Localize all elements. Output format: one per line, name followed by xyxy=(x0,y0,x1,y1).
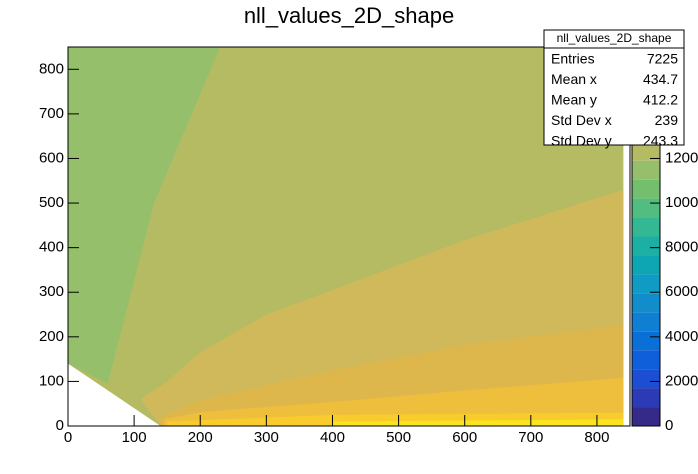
x-tick-label: 300 xyxy=(254,429,279,446)
z-tick-label: 4000 xyxy=(665,328,698,345)
x-tick-label: 600 xyxy=(452,429,477,446)
x-tick-label: 0 xyxy=(64,429,72,446)
palette-band xyxy=(632,293,660,313)
palette-band xyxy=(632,331,660,351)
palette-band xyxy=(632,160,660,180)
palette-band xyxy=(632,236,660,256)
z-tick-label: 0 xyxy=(665,417,673,434)
y-tick-label: 600 xyxy=(39,149,64,166)
z-tick-label: 8000 xyxy=(665,239,698,256)
palette-band xyxy=(632,255,660,275)
palette-band xyxy=(632,141,660,161)
palette-band xyxy=(632,388,660,408)
y-tick-label: 200 xyxy=(39,328,64,345)
z-tick-label: 12000 xyxy=(665,149,698,166)
stats-value: 239 xyxy=(655,112,679,128)
stats-label: Std Dev y xyxy=(551,133,612,149)
z-tick-label: 6000 xyxy=(665,283,698,300)
stats-label: Entries xyxy=(551,51,595,67)
heat-region xyxy=(68,47,221,384)
stats-value: 7225 xyxy=(647,51,678,67)
heat-region xyxy=(332,419,624,426)
y-tick-label: 500 xyxy=(39,194,64,211)
palette-band xyxy=(632,350,660,370)
palette-band xyxy=(632,369,660,389)
stats-value: 243.3 xyxy=(643,133,678,149)
x-tick-label: 400 xyxy=(320,429,345,446)
stats-label: Mean x xyxy=(551,71,597,87)
x-tick-label: 200 xyxy=(188,429,213,446)
palette-band xyxy=(632,198,660,218)
y-tick-label: 800 xyxy=(39,60,64,77)
x-tick-label: 800 xyxy=(584,429,609,446)
z-tick-label: 10000 xyxy=(665,194,698,211)
y-tick-label: 400 xyxy=(39,239,64,256)
palette-band xyxy=(632,179,660,199)
y-tick-label: 700 xyxy=(39,105,64,122)
stats-value: 434.7 xyxy=(643,71,678,87)
stats-label: Mean y xyxy=(551,92,597,108)
y-tick-label: 100 xyxy=(39,372,64,389)
chart-title: nll_values_2D_shape xyxy=(244,3,454,28)
x-tick-label: 700 xyxy=(518,429,543,446)
stats-label: Std Dev x xyxy=(551,112,612,128)
palette-band xyxy=(632,217,660,237)
palette-band xyxy=(632,274,660,294)
palette-band xyxy=(632,312,660,332)
plot-frame xyxy=(67,46,631,427)
stats-title: nll_values_2D_shape xyxy=(557,31,672,45)
x-tick-label: 500 xyxy=(386,429,411,446)
palette-band xyxy=(632,407,660,426)
z-tick-label: 2000 xyxy=(665,372,698,389)
stats-box xyxy=(543,29,685,146)
x-tick-label: 100 xyxy=(122,429,147,446)
stats-value: 412.2 xyxy=(643,92,678,108)
y-tick-label: 0 xyxy=(56,417,64,434)
y-tick-label: 300 xyxy=(39,283,64,300)
